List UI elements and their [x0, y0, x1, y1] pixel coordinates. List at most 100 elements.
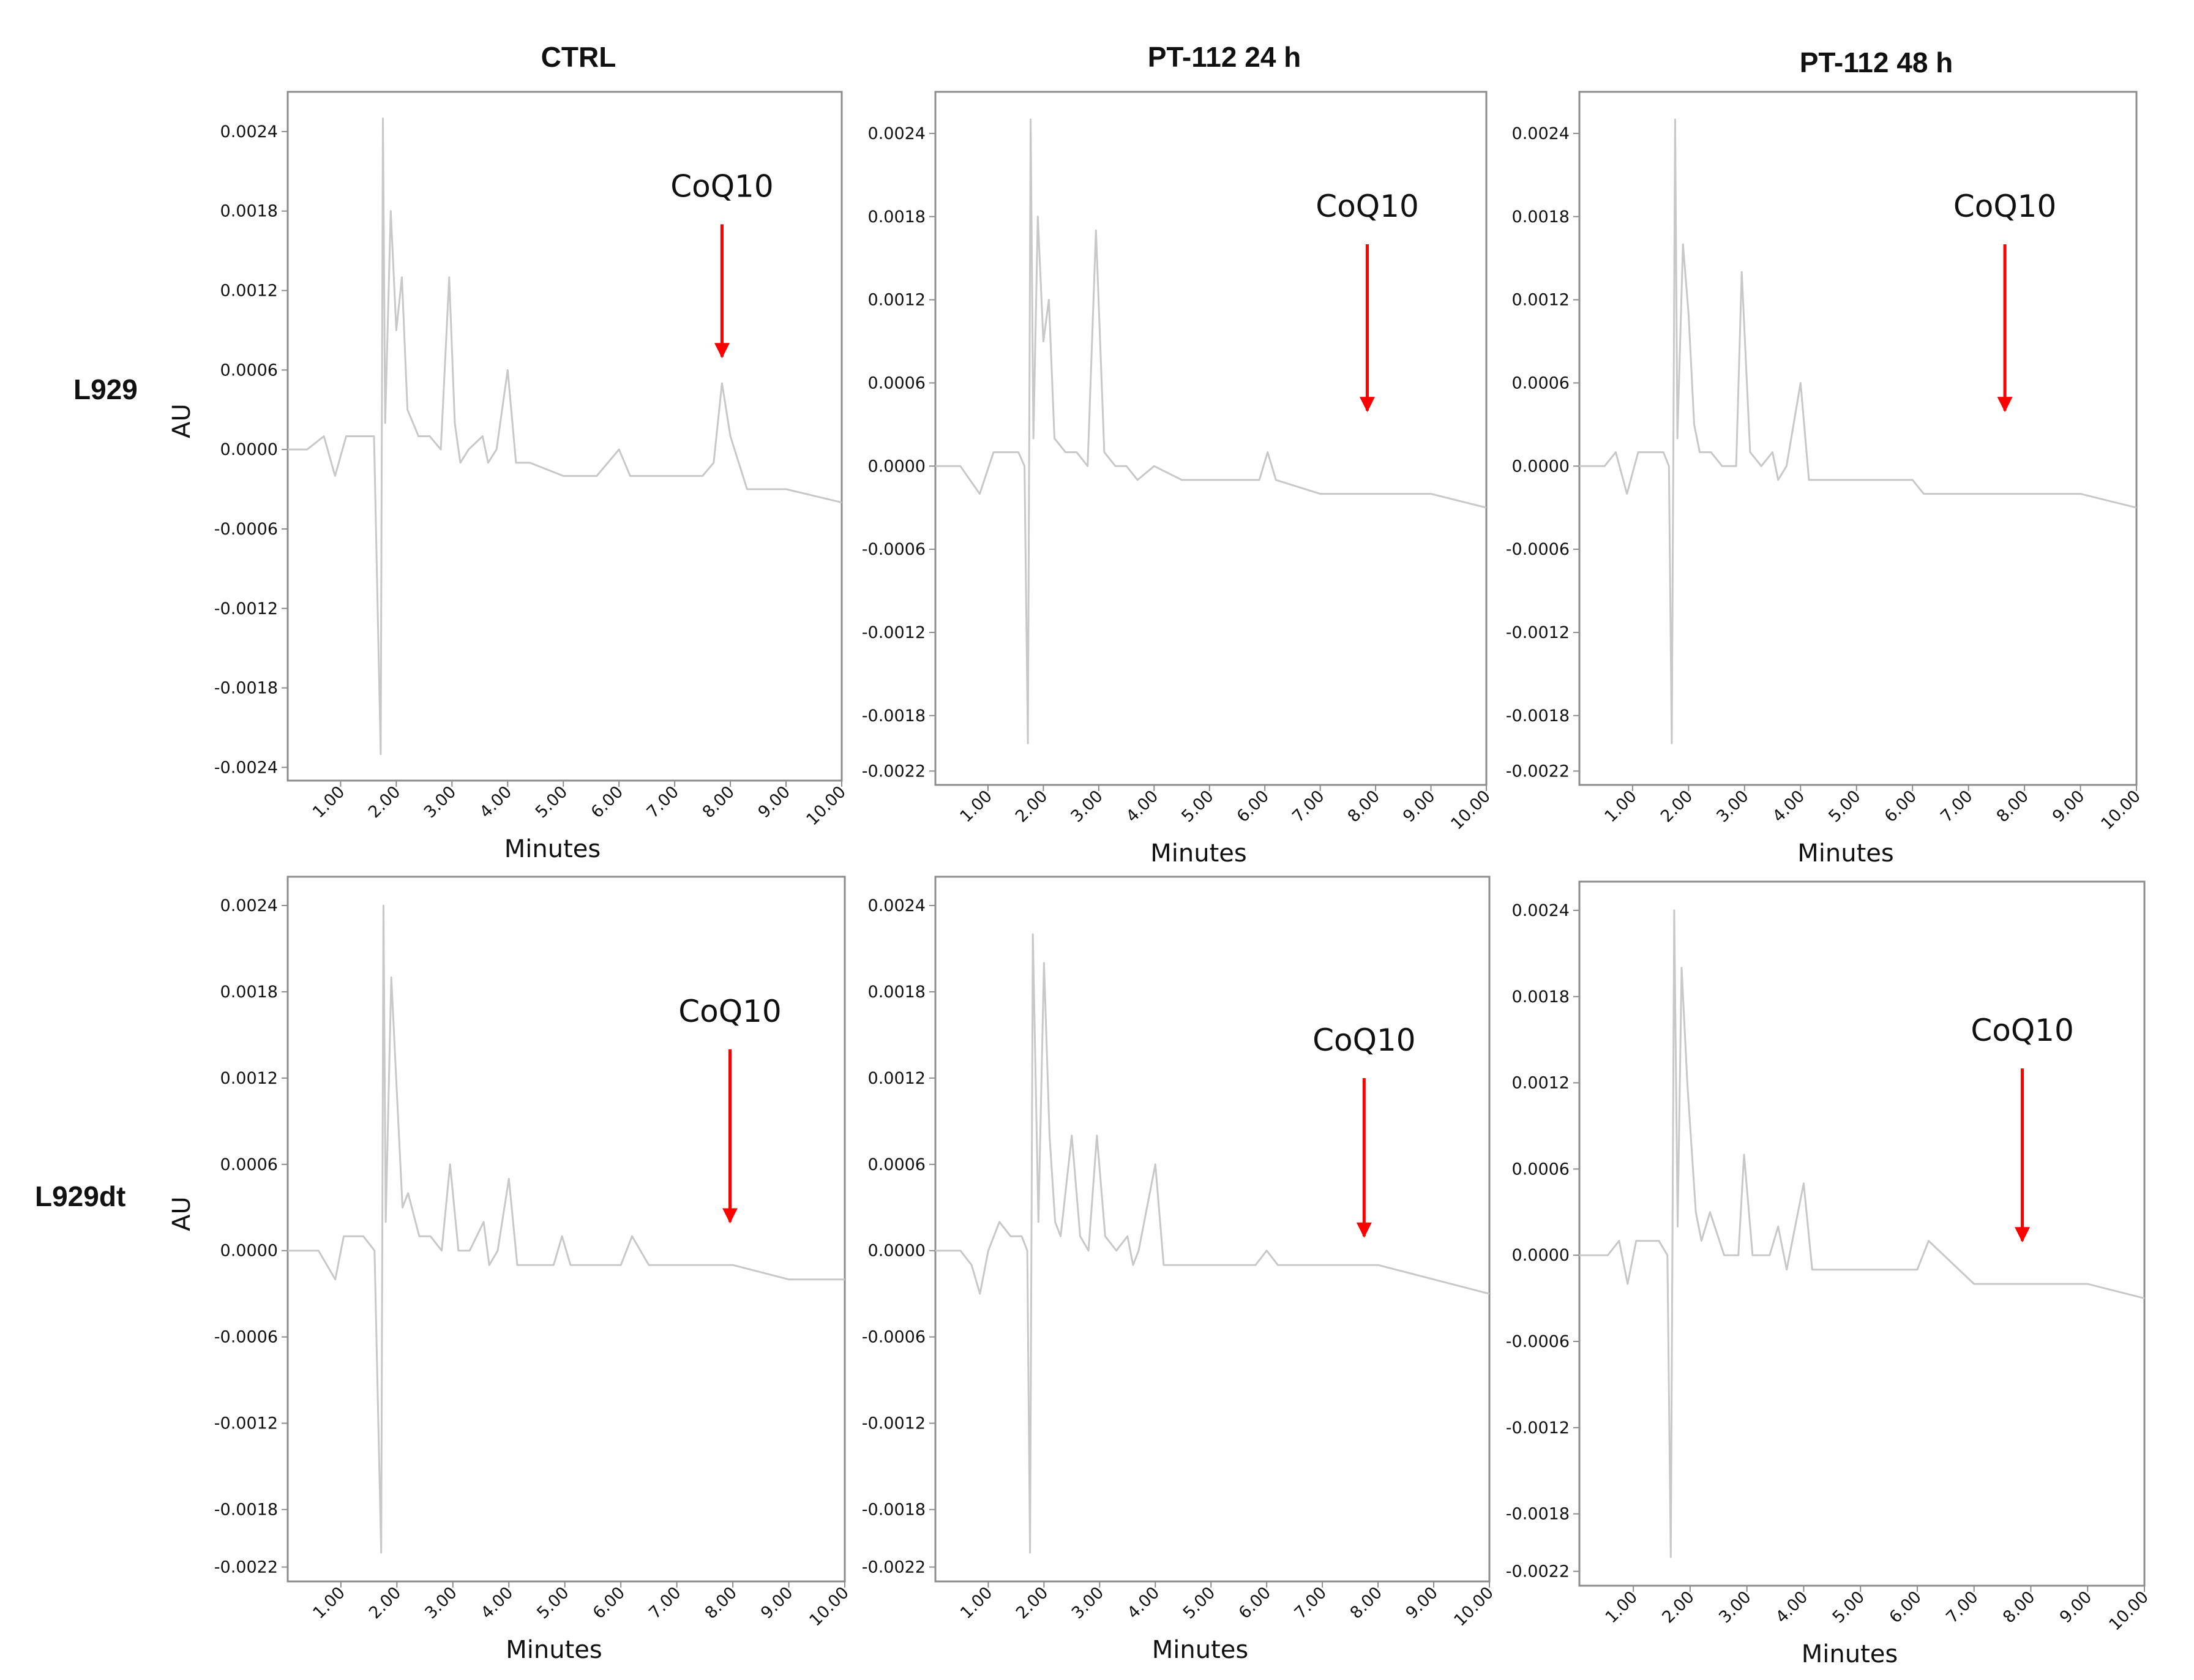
y-tick-label: 0.0024 [1512, 124, 1570, 143]
x-tick-label: 5.00 [1825, 787, 1864, 826]
y-tick-label: -0.0022 [214, 1558, 278, 1577]
chromatogram-trace [1579, 118, 2137, 744]
x-tick-label: 10.00 [1450, 1583, 1497, 1630]
chart-panel: 0.0024 0.0018 0.0012 0.0006 0.0000 -0.0006 -0.… [168, 876, 853, 1664]
y-tick-label: -0.0022 [862, 1558, 926, 1577]
x-tick-label: 3.00 [421, 1583, 460, 1622]
x-tick-label: 9.00 [2049, 787, 2088, 826]
coq10-label: CoQ10 [678, 994, 781, 1029]
chromatogram-trace [288, 117, 842, 756]
plot-frame [286, 91, 843, 782]
x-tick-label: 2.00 [1657, 787, 1696, 826]
chart-panel: 0.0024 0.0018 0.0012 0.0006 0.0000 -0.0006 -0.… [1506, 880, 2152, 1668]
y-tick-label: -0.0012 [862, 1414, 926, 1433]
y-tick-label: 0.0012 [220, 282, 278, 301]
y-tick-label: -0.0006 [1506, 1332, 1570, 1351]
y-tick-label: 0.0006 [220, 361, 278, 380]
y-tick-label: 0.0006 [1512, 373, 1570, 392]
y-tick-label: 0.0024 [220, 896, 278, 915]
x-tick-label: 1.00 [309, 782, 348, 822]
x-tick-label: 4.00 [1124, 1583, 1163, 1622]
x-tick-label: 4.00 [1769, 787, 1808, 826]
x-tick-label: 1.00 [1601, 787, 1640, 826]
x-tick-label: 2.00 [365, 782, 404, 822]
x-tick-label: 5.00 [1180, 1583, 1219, 1622]
column-title-pt112-24h: PT-112 24 h [1148, 41, 1301, 73]
y-tick-label: 0.0024 [1512, 901, 1570, 920]
x-tick-label: 8.00 [699, 782, 738, 822]
x-tick-label: 7.00 [1937, 787, 1976, 826]
y-tick-label: -0.0022 [862, 762, 926, 781]
y-tick-label: 0.0000 [868, 1242, 926, 1261]
row-label-l929dt: L929dt [35, 1180, 125, 1212]
y-tick-label: 0.0018 [1512, 208, 1570, 227]
x-tick-label: 10.00 [2097, 787, 2144, 834]
chart-panel: 0.0024 0.0018 0.0012 0.0006 0.0000 -0.0006 -0.… [168, 91, 850, 863]
x-tick-label: 1.00 [956, 787, 995, 826]
x-tick-label: 6.00 [1234, 787, 1273, 826]
plot-frame [934, 91, 1488, 786]
y-tick-label: -0.0012 [214, 599, 278, 618]
x-tick-label: 1.00 [309, 1583, 348, 1622]
y-tick-label: 0.0018 [220, 202, 278, 221]
y-tick-label: 0.0006 [868, 373, 926, 392]
x-tick-label: 4.00 [477, 1583, 517, 1622]
y-axis-label: AU [168, 403, 196, 438]
y-tick-label: 0.0018 [220, 983, 278, 1002]
x-tick-label: 8.00 [1347, 1583, 1386, 1622]
x-tick-label: 5.00 [533, 1583, 572, 1622]
y-tick-label: 0.0000 [220, 440, 278, 459]
x-axis-label: Minutes [504, 835, 601, 863]
chromatogram-trace [935, 933, 1490, 1554]
x-tick-label: 1.00 [1602, 1588, 1641, 1627]
x-tick-label: 5.00 [532, 782, 571, 822]
x-tick-label: 9.00 [2056, 1588, 2095, 1627]
y-tick-label: -0.0022 [1506, 762, 1570, 781]
x-tick-label: 7.00 [1289, 787, 1328, 826]
x-tick-label: 10.00 [803, 782, 850, 830]
x-tick-label: 1.00 [957, 1583, 996, 1622]
y-tick-label: 0.0012 [220, 1069, 278, 1088]
y-tick-label: -0.0018 [862, 707, 926, 726]
x-tick-label: 2.00 [365, 1583, 405, 1622]
y-tick-label: 0.0000 [868, 457, 926, 476]
x-tick-label: 6.00 [588, 782, 627, 822]
plot-frame [1578, 880, 2146, 1587]
x-tick-label: 4.00 [1123, 787, 1162, 826]
y-tick-label: -0.0006 [862, 1328, 926, 1347]
y-tick-label: 0.0006 [220, 1155, 278, 1174]
y-tick-label: -0.0012 [214, 1414, 278, 1433]
x-axis-label: Minutes [1797, 839, 1893, 868]
x-tick-label: 6.00 [1885, 1588, 1925, 1627]
y-tick-label: 0.0018 [1512, 988, 1570, 1007]
x-tick-label: 7.00 [643, 782, 683, 822]
x-tick-label: 6.00 [1881, 787, 1920, 826]
chart-panels: 0.0024 0.0018 0.0012 0.0006 0.0000 -0.0006 -0.… [168, 91, 2152, 1668]
y-tick-label: -0.0012 [1506, 1419, 1570, 1438]
x-tick-label: 8.00 [1993, 787, 2032, 826]
coq10-label: CoQ10 [1312, 1022, 1415, 1058]
x-tick-label: 6.00 [1235, 1583, 1275, 1622]
y-tick-label: -0.0018 [862, 1501, 926, 1520]
x-tick-label: 9.00 [1399, 787, 1439, 826]
x-tick-label: 4.00 [1772, 1588, 1811, 1627]
y-tick-label: 0.0024 [220, 122, 278, 141]
y-tick-label: 0.0024 [868, 124, 926, 143]
chart-panel: 0.0024 0.0018 0.0012 0.0006 0.0000 -0.0006 -0.… [862, 876, 1497, 1664]
x-tick-label: 5.00 [1178, 787, 1217, 826]
y-tick-label: 0.0012 [868, 291, 926, 310]
y-tick-label: 0.0006 [1512, 1160, 1570, 1179]
x-tick-label: 7.00 [645, 1583, 684, 1622]
y-tick-label: -0.0018 [214, 1501, 278, 1520]
x-tick-label: 3.00 [1713, 787, 1752, 826]
coq10-label: CoQ10 [670, 168, 773, 204]
y-tick-label: 0.0000 [220, 1242, 278, 1261]
y-tick-label: -0.0006 [1506, 540, 1570, 559]
x-tick-label: 10.00 [2105, 1588, 2152, 1635]
row-label-l929: L929 [73, 373, 138, 405]
y-tick-label: 0.0012 [1512, 291, 1570, 310]
x-tick-label: 3.00 [421, 782, 460, 822]
x-axis-label: Minutes [1152, 1636, 1248, 1664]
x-tick-label: 8.00 [702, 1583, 741, 1622]
